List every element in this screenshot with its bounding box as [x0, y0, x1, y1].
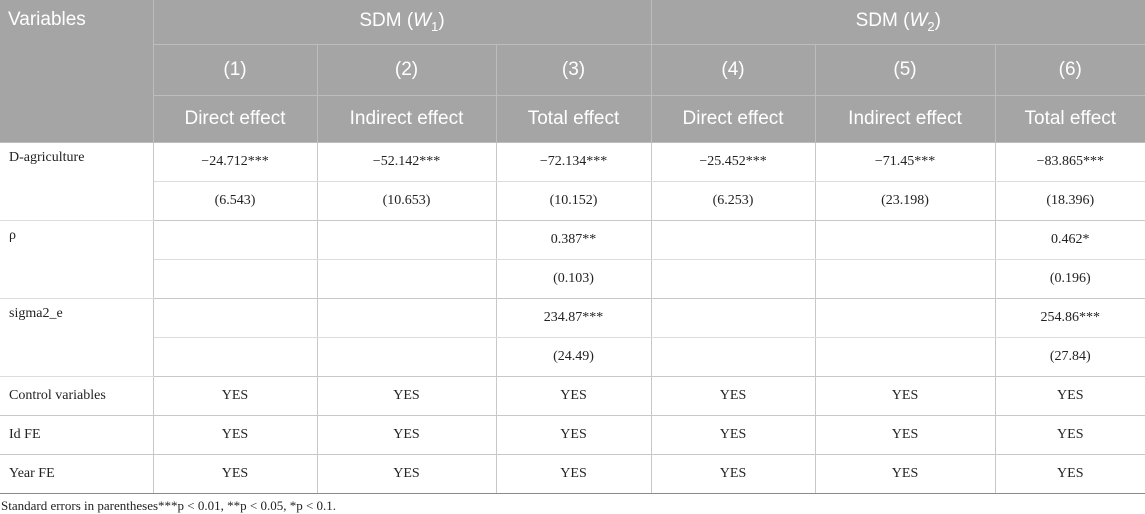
row-label: Id FE: [0, 415, 154, 455]
effect-type-header: Direct effect: [153, 95, 318, 143]
standard-error-cell: (10.653): [317, 181, 497, 221]
effect-type-header: Indirect effect: [815, 95, 996, 143]
coefficient-cell: −71.45***: [815, 142, 996, 182]
standard-error-cell: [815, 259, 996, 299]
standard-error-cell: [153, 337, 318, 377]
table-row: (0.103) (0.196): [0, 259, 1145, 299]
control-indicator-cell: YES: [995, 454, 1145, 494]
table-row: Control variables YES YES YES YES YES YES: [0, 376, 1145, 416]
variables-header: Variables: [0, 0, 154, 143]
column-number-header: (4): [651, 44, 816, 96]
table-row: Year FE YES YES YES YES YES YES: [0, 454, 1145, 494]
standard-error-cell: (24.49): [496, 337, 652, 377]
column-number-header: (2): [317, 44, 497, 96]
coefficient-cell: [815, 220, 996, 260]
control-indicator-cell: YES: [815, 376, 996, 416]
coefficient-cell: 234.87***: [496, 298, 652, 338]
column-number-header: (5): [815, 44, 996, 96]
standard-error-cell: [317, 259, 497, 299]
coefficient-cell: 254.86***: [995, 298, 1145, 338]
control-indicator-cell: YES: [496, 376, 652, 416]
coefficient-cell: [651, 298, 816, 338]
coefficient-cell: [317, 220, 497, 260]
standard-error-cell: (23.198): [815, 181, 996, 221]
effect-type-header: Total effect: [496, 95, 652, 143]
control-indicator-cell: YES: [815, 454, 996, 494]
column-number-header: (3): [496, 44, 652, 96]
control-indicator-cell: YES: [317, 415, 497, 455]
table-row: sigma2_e 234.87*** 254.86***: [0, 298, 1145, 377]
table-row: D-agriculture −24.712*** −52.142*** −72.134…: [0, 142, 1145, 221]
standard-error-cell: (6.253): [651, 181, 816, 221]
coefficient-cell: [317, 298, 497, 338]
coefficient-cell: −83.865***: [995, 142, 1145, 182]
standard-error-cell: [815, 337, 996, 377]
standard-error-cell: (18.396): [995, 181, 1145, 221]
row-label: Year FE: [0, 454, 154, 494]
table-footnote: Standard errors in parentheses***p < 0.0…: [1, 498, 337, 513]
coefficient-cell: [153, 298, 318, 338]
table-row: Id FE YES YES YES YES YES YES: [0, 415, 1145, 455]
row-label: ρ: [0, 220, 154, 299]
standard-error-cell: (6.543): [153, 181, 318, 221]
coefficient-cell: −72.134***: [496, 142, 652, 182]
control-indicator-cell: YES: [153, 415, 318, 455]
coefficient-cell: −52.142***: [317, 142, 497, 182]
coefficient-cell: −25.452***: [651, 142, 816, 182]
column-number-header: (1): [153, 44, 318, 96]
group-header-w1: SDM (W1): [153, 0, 652, 45]
control-indicator-cell: YES: [496, 415, 652, 455]
row-label: Control variables: [0, 376, 154, 416]
standard-error-cell: (0.196): [995, 259, 1145, 299]
coefficient-cell: −24.712***: [153, 142, 318, 182]
table-row: ρ 0.387** 0.462*: [0, 220, 1145, 299]
column-number-header: (6): [995, 44, 1145, 96]
coefficient-cell: 0.387**: [496, 220, 652, 260]
control-indicator-cell: YES: [317, 376, 497, 416]
coefficient-cell: [651, 220, 816, 260]
coefficient-cell: [815, 298, 996, 338]
standard-error-cell: [317, 337, 497, 377]
table-row: (6.543) (10.653) (10.152) (6.253) (23.198) (1…: [0, 181, 1145, 221]
control-indicator-cell: YES: [153, 376, 318, 416]
control-indicator-cell: YES: [995, 376, 1145, 416]
regression-results-table: Variables SDM (W1) SDM (W2) (1) (2) (3) (4)…: [0, 0, 1145, 494]
standard-error-cell: [153, 259, 318, 299]
standard-error-cell: (27.84): [995, 337, 1145, 377]
control-indicator-cell: YES: [815, 415, 996, 455]
control-indicator-cell: YES: [651, 376, 816, 416]
standard-error-cell: [651, 337, 816, 377]
control-indicator-cell: YES: [317, 454, 497, 494]
control-indicator-cell: YES: [995, 415, 1145, 455]
effect-type-header: Indirect effect: [317, 95, 497, 143]
control-indicator-cell: YES: [153, 454, 318, 494]
standard-error-cell: [651, 259, 816, 299]
standard-error-cell: (10.152): [496, 181, 652, 221]
control-indicator-cell: YES: [651, 454, 816, 494]
control-indicator-cell: YES: [496, 454, 652, 494]
row-label: sigma2_e: [0, 298, 154, 377]
standard-error-cell: (0.103): [496, 259, 652, 299]
table-row: (24.49) (27.84): [0, 337, 1145, 377]
row-label: D-agriculture: [0, 142, 154, 221]
coefficient-cell: [153, 220, 318, 260]
coefficient-cell: 0.462*: [995, 220, 1145, 260]
effect-type-header: Total effect: [995, 95, 1145, 143]
control-indicator-cell: YES: [651, 415, 816, 455]
group-header-w2: SDM (W2): [651, 0, 1145, 45]
effect-type-header: Direct effect: [651, 95, 816, 143]
